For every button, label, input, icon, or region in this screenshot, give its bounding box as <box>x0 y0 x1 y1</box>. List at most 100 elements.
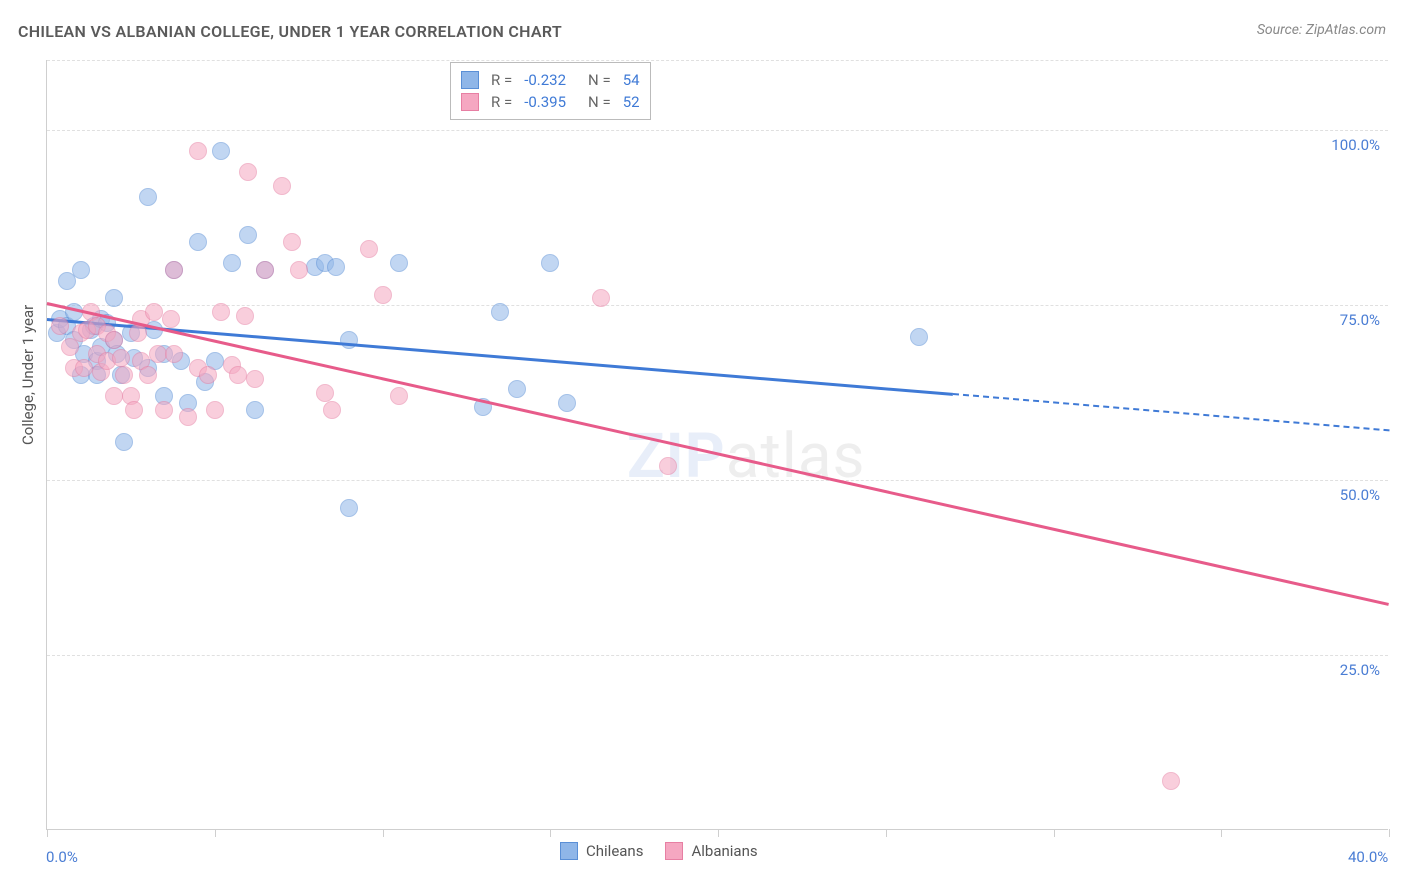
scatter-point-chileans <box>390 254 408 272</box>
scatter-point-albanians <box>212 303 230 321</box>
scatter-point-albanians <box>75 359 93 377</box>
scatter-point-chileans <box>541 254 559 272</box>
gridline <box>47 305 1388 306</box>
legend-swatch <box>560 842 578 860</box>
gridline <box>47 130 1388 131</box>
scatter-point-chileans <box>910 328 928 346</box>
x-tick-label: 40.0% <box>1348 848 1388 866</box>
y-tick-label: 25.0% <box>1340 661 1380 679</box>
y-tick-label: 100.0% <box>1331 136 1380 154</box>
scatter-point-albanians <box>229 366 247 384</box>
scatter-point-albanians <box>1162 772 1180 790</box>
stats-box: R = -0.232 N = 54 R = -0.395 N = 52 <box>450 62 651 120</box>
watermark: ZIPatlas <box>627 420 866 493</box>
scatter-point-albanians <box>165 261 183 279</box>
scatter-point-albanians <box>316 384 334 402</box>
scatter-point-albanians <box>206 401 224 419</box>
stat-label-r: R = <box>491 93 512 111</box>
y-axis-label: College, Under 1 year <box>19 305 37 445</box>
scatter-point-chileans <box>491 303 509 321</box>
scatter-point-albanians <box>374 286 392 304</box>
legend-label: Chileans <box>586 842 643 860</box>
scatter-point-albanians <box>105 387 123 405</box>
scatter-point-chileans <box>508 380 526 398</box>
scatter-point-albanians <box>659 457 677 475</box>
scatter-point-albanians <box>139 366 157 384</box>
scatter-point-albanians <box>165 345 183 363</box>
x-tick <box>47 829 48 837</box>
x-tick <box>718 829 719 837</box>
scatter-point-albanians <box>105 331 123 349</box>
scatter-point-albanians <box>246 370 264 388</box>
stat-value-r: -0.232 <box>524 71 566 89</box>
x-tick <box>550 829 551 837</box>
gridline <box>47 60 1388 61</box>
scatter-point-chileans <box>246 401 264 419</box>
scatter-point-albanians <box>179 408 197 426</box>
stat-value-n: 54 <box>623 71 640 89</box>
scatter-point-albanians <box>51 317 69 335</box>
scatter-point-albanians <box>390 387 408 405</box>
scatter-point-albanians <box>162 310 180 328</box>
x-tick <box>215 829 216 837</box>
legend-bottom: Chileans Albanians <box>560 842 758 860</box>
scatter-point-chileans <box>327 258 345 276</box>
x-tick-label: 0.0% <box>46 848 78 866</box>
scatter-point-albanians <box>155 401 173 419</box>
scatter-point-chileans <box>189 233 207 251</box>
gridline <box>47 480 1388 481</box>
y-tick-label: 75.0% <box>1340 311 1380 329</box>
stat-label-n: N = <box>588 71 611 89</box>
x-tick <box>1054 829 1055 837</box>
scatter-point-albanians <box>149 345 167 363</box>
stat-label-n: N = <box>588 93 611 111</box>
x-tick <box>1389 829 1390 837</box>
stats-row: R = -0.395 N = 52 <box>461 91 640 113</box>
stat-value-r: -0.395 <box>524 93 566 111</box>
legend-item: Albanians <box>665 842 757 860</box>
scatter-point-chileans <box>212 142 230 160</box>
trendline-extrapolated <box>953 393 1389 431</box>
legend-label: Albanians <box>691 842 757 860</box>
scatter-point-albanians <box>189 142 207 160</box>
x-tick <box>1221 829 1222 837</box>
scatter-point-albanians <box>323 401 341 419</box>
scatter-point-chileans <box>223 254 241 272</box>
y-tick-label: 50.0% <box>1340 486 1380 504</box>
x-tick <box>886 829 887 837</box>
scatter-point-chileans <box>105 289 123 307</box>
watermark-zip: ZIP <box>627 420 726 493</box>
correlation-chart: CHILEAN VS ALBANIAN COLLEGE, UNDER 1 YEA… <box>0 0 1406 892</box>
scatter-point-chileans <box>72 261 90 279</box>
chart-title: CHILEAN VS ALBANIAN COLLEGE, UNDER 1 YEA… <box>18 22 562 41</box>
plot-area: ZIPatlas 25.0% 50.0% 75.0% 100.0% <box>46 60 1388 830</box>
scatter-point-albanians <box>592 289 610 307</box>
scatter-point-albanians <box>283 233 301 251</box>
scatter-point-albanians <box>239 163 257 181</box>
scatter-point-albanians <box>236 307 254 325</box>
scatter-point-chileans <box>340 331 358 349</box>
scatter-point-albanians <box>290 261 308 279</box>
scatter-point-albanians <box>199 366 217 384</box>
gridline <box>47 655 1388 656</box>
scatter-point-chileans <box>558 394 576 412</box>
scatter-point-chileans <box>340 499 358 517</box>
source-label: Source: ZipAtlas.com <box>1257 22 1386 38</box>
trendline <box>47 302 1390 605</box>
scatter-point-albanians <box>256 261 274 279</box>
legend-swatch <box>461 93 479 111</box>
scatter-point-chileans <box>139 188 157 206</box>
legend-swatch <box>461 71 479 89</box>
stats-row: R = -0.232 N = 54 <box>461 69 640 91</box>
legend-item: Chileans <box>560 842 643 860</box>
scatter-point-albanians <box>125 401 143 419</box>
scatter-point-albanians <box>273 177 291 195</box>
stat-label-r: R = <box>491 71 512 89</box>
x-tick <box>383 829 384 837</box>
scatter-point-albanians <box>112 349 130 367</box>
stat-value-n: 52 <box>623 93 640 111</box>
scatter-point-chileans <box>115 433 133 451</box>
scatter-point-albanians <box>360 240 378 258</box>
legend-swatch <box>665 842 683 860</box>
scatter-point-chileans <box>239 226 257 244</box>
